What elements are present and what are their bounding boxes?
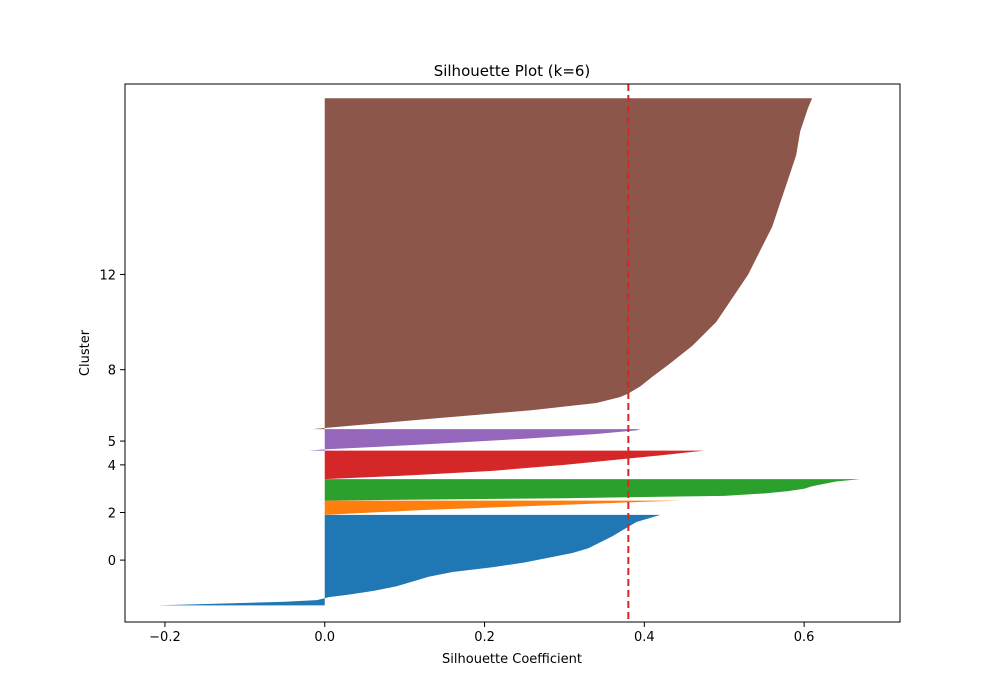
cluster-0-region: [156, 514, 661, 606]
cluster-8-region: [308, 429, 641, 451]
x-tick-label: −0.2: [149, 630, 181, 645]
y-tick-label: 8: [108, 364, 116, 379]
x-tick-label: 0.0: [314, 630, 335, 645]
x-tick-label: 0.6: [794, 630, 815, 645]
plot-area: [124, 83, 901, 623]
x-tick-label: 0.2: [474, 630, 495, 645]
x-axis-ticks: −0.2 0.0 0.2 0.4 0.6: [149, 622, 814, 645]
axes-frame: [124, 83, 901, 623]
cluster-regions: [156, 98, 861, 606]
y-tick-label: 5: [108, 435, 116, 450]
cluster-5-region: [324, 450, 705, 480]
chart-title: Silhouette Plot (k=6): [434, 62, 591, 80]
cluster-12-region: [312, 98, 813, 430]
y-tick-label: 0: [108, 554, 116, 569]
cluster-4-region: [324, 479, 861, 501]
y-tick-label: 4: [108, 459, 116, 474]
cluster-2-region: [324, 500, 681, 515]
x-axis-label: Silhouette Coefficient: [442, 652, 582, 667]
y-axis-label: Cluster: [78, 329, 93, 376]
x-tick-label: 0.4: [634, 630, 655, 645]
y-tick-label: 12: [99, 268, 116, 283]
y-axis-ticks: 0 2 4 5 8 12: [99, 268, 125, 569]
y-tick-label: 2: [108, 506, 116, 521]
